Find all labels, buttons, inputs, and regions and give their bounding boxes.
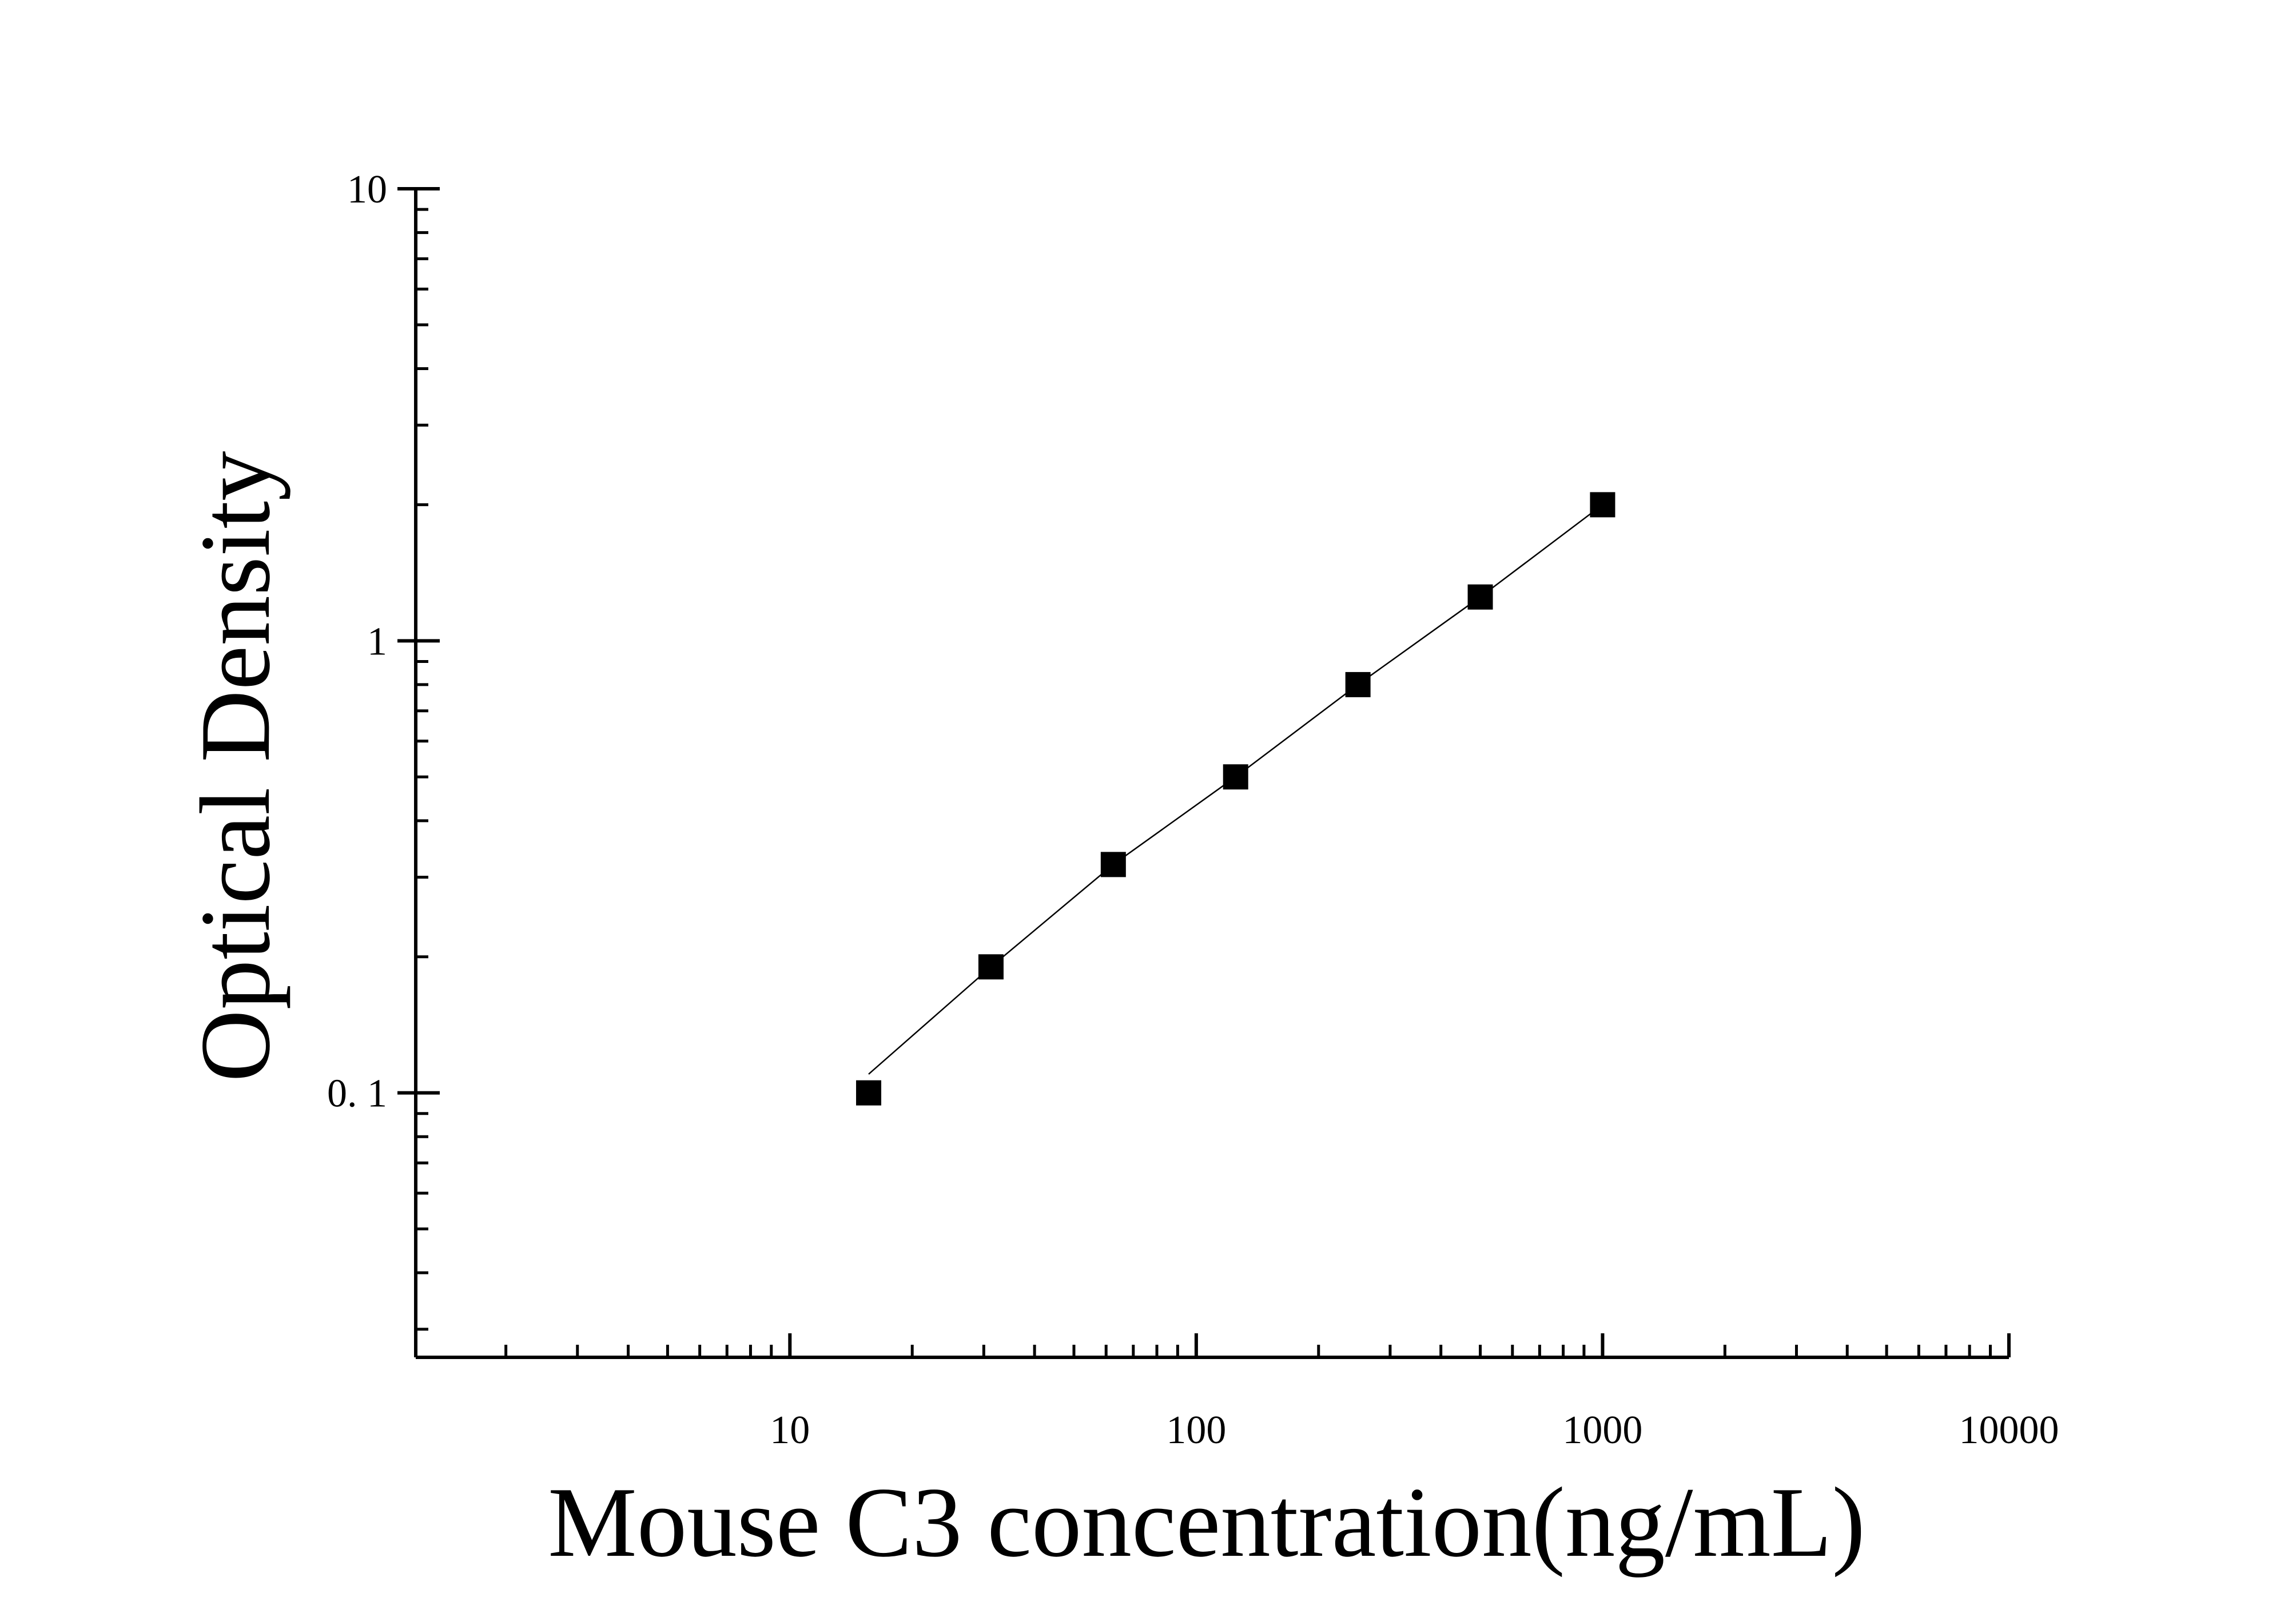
y-axis-title: Optical Density [180, 451, 291, 1082]
x-tick-label: 10000 [1959, 1408, 2059, 1452]
data-point [978, 954, 1004, 980]
plot-area: 10 100 1000 10000 0. 1 1 10 [327, 168, 2059, 1452]
x-tick-label: 100 [1166, 1408, 1226, 1452]
x-tick-label: 1000 [1562, 1408, 1642, 1452]
x-tick-label: 10 [770, 1408, 810, 1452]
y-tick-label: 0. 1 [327, 1072, 387, 1116]
y-tick-label: 1 [367, 619, 387, 664]
data-point [1467, 584, 1493, 610]
data-point [1590, 492, 1615, 518]
data-point [856, 1080, 882, 1106]
x-axis-title: Mouse C3 concentration(ng/mL) [548, 1467, 1865, 1578]
data-point [1100, 852, 1126, 877]
y-tick-label: 10 [347, 168, 387, 212]
data-point [1345, 672, 1371, 697]
data-point [1223, 764, 1248, 790]
